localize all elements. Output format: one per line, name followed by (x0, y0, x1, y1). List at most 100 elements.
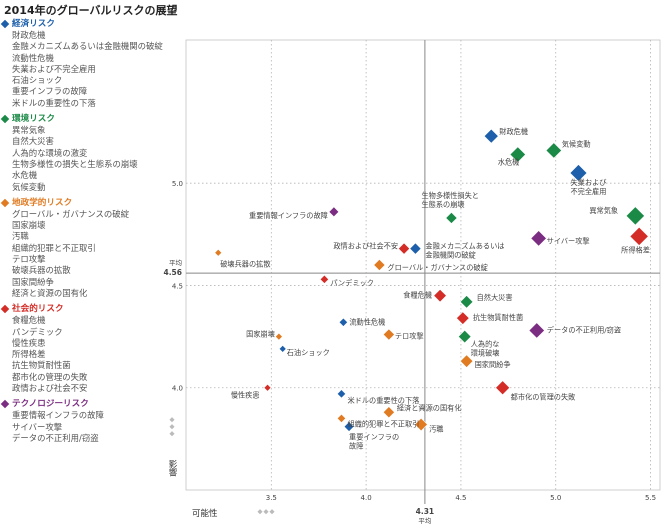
risk-point-geopolitical (373, 258, 386, 272)
risk-label: 国家崩壊 (246, 330, 275, 339)
legend-item: 所得格差 (12, 349, 46, 360)
y-tick-label: 4.0 (172, 385, 183, 393)
legend-item: 都市化の管理の失敗 (12, 371, 88, 382)
legend-heading: テクノロジーリスク (12, 399, 89, 410)
legend-item: テロ攻撃 (12, 254, 46, 265)
legend-item: 生物多様性の損失と生態系の崩壊 (12, 158, 138, 169)
risk-point-economic (569, 164, 588, 182)
x-tick-label: 3.5 (266, 494, 277, 502)
risk-point-geopolitical (382, 328, 395, 341)
legend-item: 金融メカニズムあるいは金融機関の破綻 (12, 41, 163, 52)
risk-point-environmental (457, 329, 472, 344)
legend-item: 慢性疾患 (12, 337, 46, 348)
risk-point-economic (343, 421, 355, 432)
risk-point-environmental (625, 206, 645, 226)
legend-item: 異常気象 (12, 125, 46, 136)
risk-point-geopolitical (414, 417, 428, 432)
legend-item: グローバル・ガバナンスの破綻 (12, 208, 129, 219)
risk-label: 重要インフラの (349, 433, 399, 442)
risk-label: 気候変動 (562, 139, 591, 148)
legend-item: サイバー攻撃 (12, 421, 63, 432)
risk-point-technological (528, 322, 545, 339)
risk-point-environmental (545, 142, 563, 159)
legend-heading: 環境リスク (12, 114, 55, 125)
x-axis-scale-icon (263, 509, 269, 515)
legend-item: 人為的な環境の激変 (12, 147, 88, 158)
risk-point-geopolitical (274, 332, 283, 341)
risk-point-environmental (509, 146, 527, 163)
legend-item: 食糧危機 (12, 315, 46, 326)
risk-label: 自然大災害 (477, 293, 513, 302)
legend-item: 汚職 (12, 231, 29, 242)
legend-item: 重要インフラの故障 (12, 86, 88, 97)
risk-label: 都市化の管理の失敗 (511, 393, 576, 402)
x-tick-label: 4.5 (455, 494, 466, 502)
risk-label: 失業および (570, 178, 606, 187)
risk-point-geopolitical (214, 248, 223, 257)
risk-label: 流動性危機 (349, 317, 385, 326)
average-y-value: 4.56 (163, 268, 182, 277)
y-tick-label: 4.5 (172, 282, 183, 290)
risk-label: 組織的犯罪と不正取引 (347, 419, 419, 428)
risk-label: 石油ショック (287, 348, 330, 357)
risk-label: 故障 (349, 442, 363, 451)
risk-label: 所得格差 (621, 245, 650, 254)
x-axis-scale-icon (269, 509, 275, 515)
risk-label: 米ドルの重要性の下落 (347, 396, 419, 405)
legend-item: 国家間紛争 (12, 276, 54, 287)
average-y-caption: 平均 (169, 258, 183, 267)
legend-group-economic: 経済リスク 財政危機 金融メカニズムあるいは金融機関の破綻 流動性危機 失業および不完全… (0, 18, 180, 109)
risk-label: データの不正利用/窃盗 (547, 325, 621, 334)
legend-item: 水危機 (12, 170, 38, 181)
y-axis-scale-icon (169, 417, 175, 423)
risk-label: パンデミック (330, 278, 374, 287)
risk-point-economic (483, 128, 499, 144)
risk-label: 経済と資源の国有化 (397, 403, 462, 412)
risk-point-societal (629, 226, 649, 246)
legend-item: 自然大災害 (12, 136, 54, 147)
risk-label: 慢性疾患 (231, 391, 260, 400)
average-x-caption: 平均 (418, 516, 432, 525)
legend-group-environmental: 環境リスク 異常気象 自然大災害 人為的な環境の激変 生物多様性の損失と生態系の崩壊 水危… (0, 113, 180, 193)
legend-item: 重要情報インフラの故障 (12, 410, 104, 421)
y-axis-scale-icon (169, 431, 175, 437)
risk-label: 財政危機 (499, 127, 528, 136)
risk-label: 水危機 (498, 158, 520, 167)
x-tick-label: 5.0 (550, 494, 561, 502)
risk-point-societal (495, 380, 511, 396)
risk-label: 食糧危機 (403, 291, 432, 300)
risk-point-technological (328, 206, 340, 218)
legend: 経済リスク 財政危機 金融メカニズムあるいは金融機関の破綻 流動性危機 失業および不完全… (0, 18, 180, 448)
legend-item: 財政危機 (12, 30, 46, 40)
legend-item: 国家崩壊 (12, 220, 46, 231)
risk-point-societal (263, 383, 272, 392)
legend-item: 組織的犯罪と不正取引 (12, 242, 96, 253)
risk-label: 不完全雇用 (570, 187, 606, 196)
legend-item: データの不正利用/窃盗 (12, 432, 99, 443)
risk-label: グローバル・ガバナンスの破綻 (387, 263, 487, 272)
risk-label: 国家間紛争 (475, 360, 511, 369)
legend-group-technological: テクノロジーリスク 重要情報インフラの故障 サイバー攻撃 データの不正利用/窃盗 (0, 398, 180, 444)
risk-label: 異常気象 (589, 206, 618, 215)
risk-point-environmental (445, 211, 458, 225)
risk-point-economic (336, 389, 347, 399)
legend-item: パンデミック (12, 326, 63, 337)
y-tick-label: 5.0 (172, 180, 183, 188)
risk-point-societal (433, 288, 447, 303)
legend-item: 気候変動 (12, 181, 46, 192)
legend-group-societal: 社会的リスク 食糧危機 パンデミック 慢性疾患 所得格差 抗生物質耐性菌 都市化の管理の失敗… (0, 303, 180, 394)
x-tick-label: 5.5 (645, 494, 656, 502)
risk-point-economic (409, 242, 422, 255)
risk-point-societal (397, 242, 411, 255)
chart-title: 2014年のグローバルリスクの展望 (4, 4, 178, 17)
y-axis-scale-icon (169, 424, 175, 430)
risk-label: 金融メカニズムあるいは (425, 242, 504, 251)
risk-label: 政情および社会不安 (333, 242, 398, 251)
legend-item: 政情および社会不安 (12, 383, 88, 394)
legend-item: 流動性危機 (12, 52, 54, 63)
x-axis-title: 可能性 (192, 508, 218, 519)
x-axis-scale-icon (257, 509, 263, 515)
risk-label: 破壊兵器の拡散 (220, 260, 270, 269)
risk-point-technological (530, 230, 547, 247)
